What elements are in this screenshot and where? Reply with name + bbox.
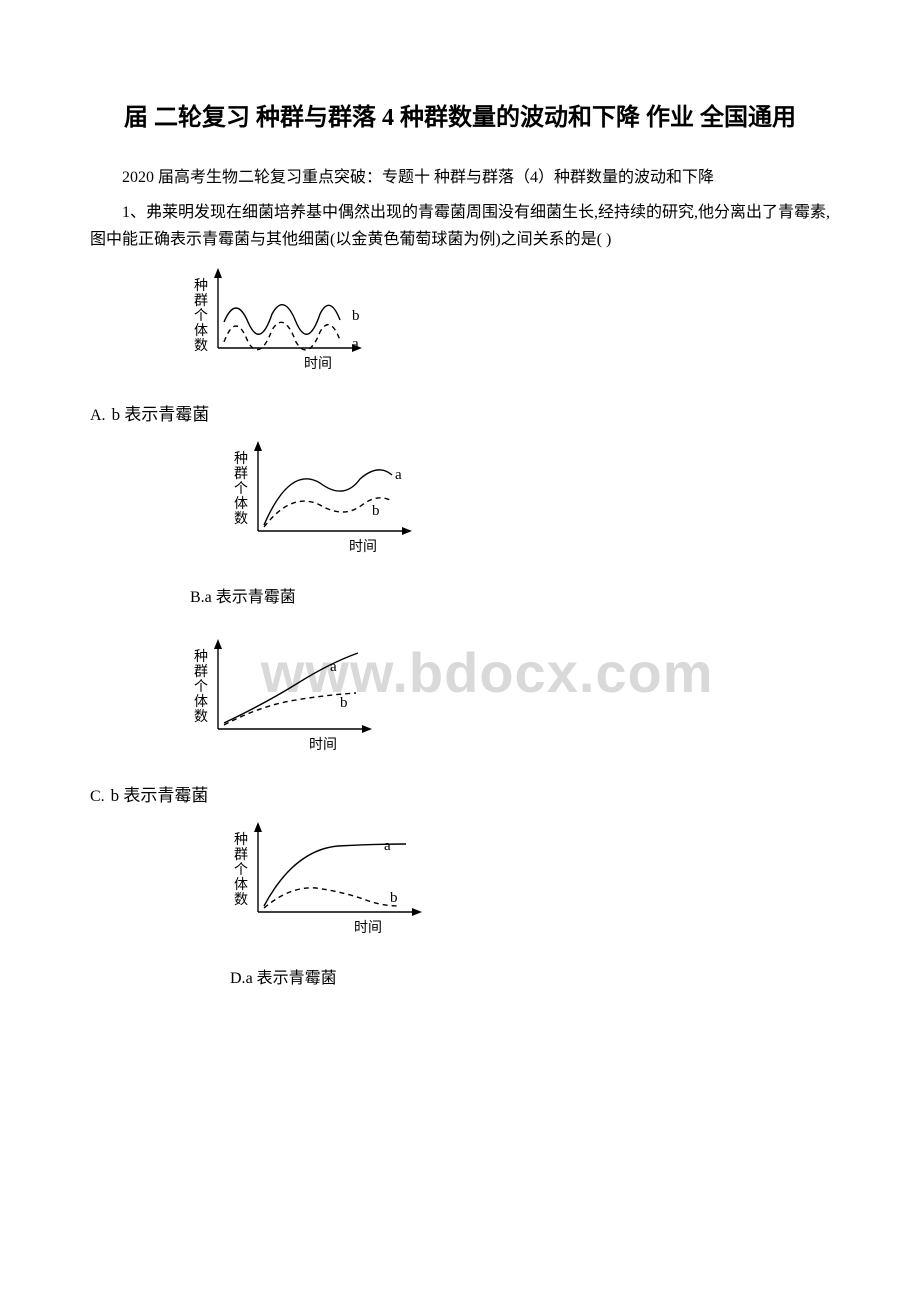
- option-d-caption-row: D. a 表示青霉菌: [230, 964, 830, 988]
- option-b-block: 种群个体数时间 a b B. a 表示青霉菌: [90, 435, 830, 607]
- intro-paragraph: 2020 届高考生物二轮复习重点突破：专题十 种群与群落（4）种群数量的波动和下…: [90, 164, 830, 191]
- option-b-caption: a 表示青霉菌: [205, 583, 296, 607]
- option-c-letter: C.: [90, 788, 105, 808]
- svg-text:数: 数: [194, 338, 208, 354]
- svg-text:种: 种: [194, 649, 208, 665]
- question-text: 1、弗莱明发现在细菌培养基中偶然出现的青霉菌周围没有细菌生长,经持续的研究,他分…: [90, 199, 830, 253]
- svg-text:群: 群: [194, 293, 208, 309]
- svg-text:个: 个: [234, 481, 248, 497]
- option-c-caption: b 表示青霉菌: [111, 781, 209, 808]
- option-d-block: 种群个体数时间 a b D. a 表示青霉菌: [90, 816, 830, 988]
- svg-text:群: 群: [234, 466, 248, 482]
- svg-text:体: 体: [194, 323, 208, 339]
- option-b-caption-row: B. a 表示青霉菌: [190, 583, 830, 607]
- svg-text:体: 体: [234, 496, 248, 512]
- svg-text:体: 体: [234, 877, 248, 893]
- chart-d: 种群个体数时间 a b: [220, 816, 430, 960]
- option-d-caption: a 表示青霉菌: [246, 964, 337, 988]
- svg-text:b: b: [390, 890, 398, 906]
- svg-text:个: 个: [194, 308, 208, 324]
- chart-a-container: 种群个体数时间 ab: [180, 262, 830, 396]
- chart-b: 种群个体数时间 a b: [220, 435, 420, 579]
- svg-text:a: a: [395, 467, 402, 483]
- option-d-letter: D.: [230, 970, 246, 988]
- option-a-caption: b 表示青霉菌: [112, 400, 210, 427]
- svg-text:时间: 时间: [309, 737, 337, 753]
- svg-text:b: b: [352, 308, 360, 324]
- chart-b-container: 种群个体数时间 a b: [220, 435, 830, 579]
- svg-text:a: a: [352, 336, 359, 352]
- page-title: 届 二轮复习 种群与群落 4 种群数量的波动和下降 作业 全国通用: [90, 100, 830, 136]
- svg-text:a: a: [330, 659, 337, 675]
- svg-text:数: 数: [194, 709, 208, 725]
- svg-text:时间: 时间: [354, 920, 382, 936]
- svg-text:个: 个: [194, 679, 208, 695]
- svg-text:体: 体: [194, 694, 208, 710]
- svg-text:个: 个: [234, 862, 248, 878]
- option-c-row: C. b 表示青霉菌: [90, 781, 830, 808]
- svg-text:群: 群: [234, 847, 248, 863]
- svg-text:时间: 时间: [349, 539, 377, 555]
- svg-text:时间: 时间: [304, 356, 332, 372]
- svg-text:b: b: [340, 695, 348, 711]
- chart-d-container: 种群个体数时间 a b: [220, 816, 830, 960]
- chart-c-container: 种群个体数时间 a b: [180, 633, 830, 777]
- svg-text:数: 数: [234, 892, 248, 908]
- chart-c: 种群个体数时间 a b: [180, 633, 380, 777]
- page-content: 届 二轮复习 种群与群落 4 种群数量的波动和下降 作业 全国通用 2020 届…: [90, 100, 830, 988]
- svg-text:种: 种: [234, 832, 248, 848]
- option-b-letter: B.: [190, 589, 205, 607]
- chart-a: 种群个体数时间 ab: [180, 262, 370, 396]
- option-a-letter: A.: [90, 407, 106, 427]
- svg-text:种: 种: [194, 278, 208, 294]
- option-a-row: A. b 表示青霉菌: [90, 400, 830, 427]
- svg-text:b: b: [372, 503, 380, 519]
- svg-text:数: 数: [234, 511, 248, 527]
- svg-text:种: 种: [234, 451, 248, 467]
- svg-text:群: 群: [194, 664, 208, 680]
- svg-text:a: a: [384, 838, 391, 854]
